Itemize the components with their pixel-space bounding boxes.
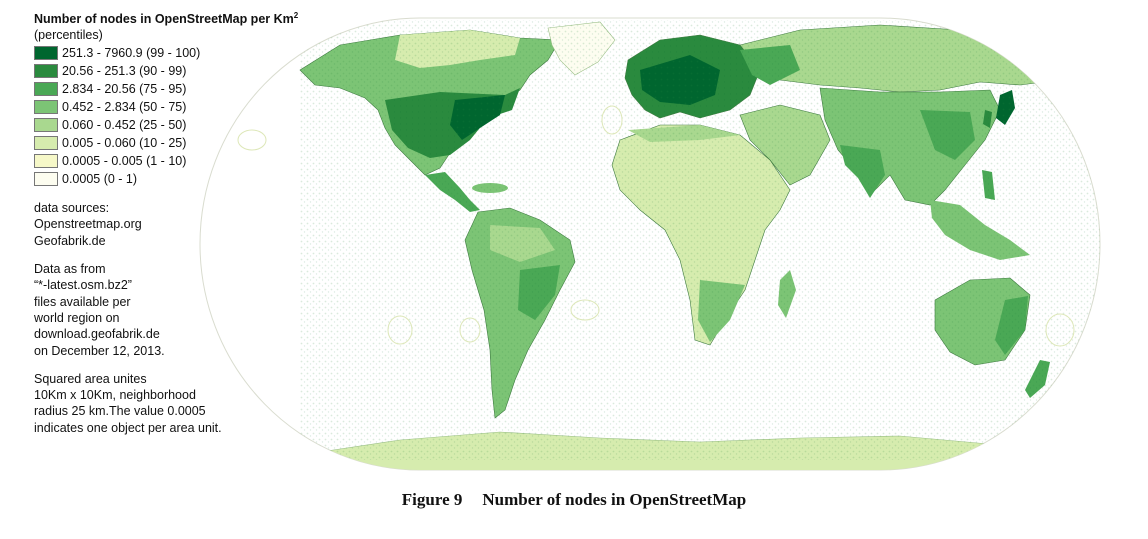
legend-row: 0.005 - 0.060 (10 - 25) <box>34 134 334 152</box>
note-line: radius 25 km.The value 0.0005 <box>34 404 206 419</box>
legend-row: 0.060 - 0.452 (25 - 50) <box>34 116 334 134</box>
legend-row: 0.0005 - 0.005 (1 - 10) <box>34 152 334 170</box>
legend-label: 0.452 - 2.834 (50 - 75) <box>62 100 187 115</box>
legend-row: 0.452 - 2.834 (50 - 75) <box>34 98 334 116</box>
legend-swatch <box>34 46 58 61</box>
legend-swatch <box>34 136 58 151</box>
note-line: “*-latest.osm.bz2” <box>34 278 132 293</box>
legend-swatch <box>34 154 58 169</box>
note-line: 10Km x 10Km, neighborhood <box>34 388 196 403</box>
note-line: data sources: <box>34 201 110 216</box>
legend-swatch <box>34 118 58 133</box>
note-line: Data as from <box>34 262 106 277</box>
legend-title-superscript: 2 <box>293 11 299 20</box>
legend-swatch <box>34 64 58 79</box>
map-figure: Number of nodes in OpenStreetMap per Km2… <box>34 8 1101 471</box>
note-line: Squared area unites <box>34 371 147 386</box>
world-map <box>199 17 1101 471</box>
legend-label: 2.834 - 20.56 (75 - 95) <box>62 82 187 97</box>
legend-label: 0.0005 (0 - 1) <box>62 172 138 187</box>
legend-label: 0.0005 - 0.005 (1 - 10) <box>62 154 187 169</box>
map-legend: Number of nodes in OpenStreetMap per Km2… <box>34 8 334 436</box>
legend-row: 20.56 - 251.3 (90 - 99) <box>34 62 334 80</box>
legend-subtitle: (percentiles) <box>34 28 103 43</box>
legend-swatch <box>34 172 58 187</box>
legend-label: 0.060 - 0.452 (25 - 50) <box>62 118 187 133</box>
legend-classes: 251.3 - 7960.9 (99 - 100) 20.56 - 251.3 (… <box>34 44 334 188</box>
note-line: files available per <box>34 294 131 309</box>
note-line: download.geofabrik.de <box>34 327 160 342</box>
island-halo <box>237 129 267 151</box>
legend-row: 0.0005 (0 - 1) <box>34 170 334 188</box>
island-halo <box>570 299 600 321</box>
legend-title: Number of nodes in OpenStreetMap per Km2 <box>34 8 334 27</box>
legend-title-text: Number of nodes in OpenStreetMap per Km <box>34 12 294 27</box>
data-date-note: Data as from “*-latest.osm.bz2” files avai… <box>34 261 334 359</box>
island-halo <box>459 317 481 343</box>
legend-label: 251.3 - 7960.9 (99 - 100) <box>62 46 201 61</box>
figure-caption-text: Number of nodes in OpenStreetMap <box>482 490 747 509</box>
note-line: Openstreetmap.org <box>34 217 142 232</box>
area-unit-note: Squared area unites 10Km x 10Km, neighbor… <box>34 371 334 436</box>
island-halo <box>601 105 623 135</box>
note-line: indicates one object per area unit. <box>34 420 222 435</box>
legend-swatch <box>34 82 58 97</box>
island-halo <box>387 315 413 345</box>
note-line: on December 12, 2013. <box>34 343 165 358</box>
legend-row: 2.834 - 20.56 (75 - 95) <box>34 80 334 98</box>
legend-label: 0.005 - 0.060 (10 - 25) <box>62 136 187 151</box>
legend-swatch <box>34 100 58 115</box>
legend-label: 20.56 - 251.3 (90 - 99) <box>62 64 187 79</box>
figure-label: Figure 9 <box>401 490 463 509</box>
note-line: Geofabrik.de <box>34 233 106 248</box>
note-line: world region on <box>34 310 120 325</box>
island-halo <box>1045 313 1075 347</box>
data-sources-note: data sources: Openstreetmap.org Geofabrik.… <box>34 200 334 249</box>
legend-row: 251.3 - 7960.9 (99 - 100) <box>34 44 334 62</box>
figure-caption: Figure 9 Number of nodes in OpenStreetMap <box>0 490 1148 510</box>
